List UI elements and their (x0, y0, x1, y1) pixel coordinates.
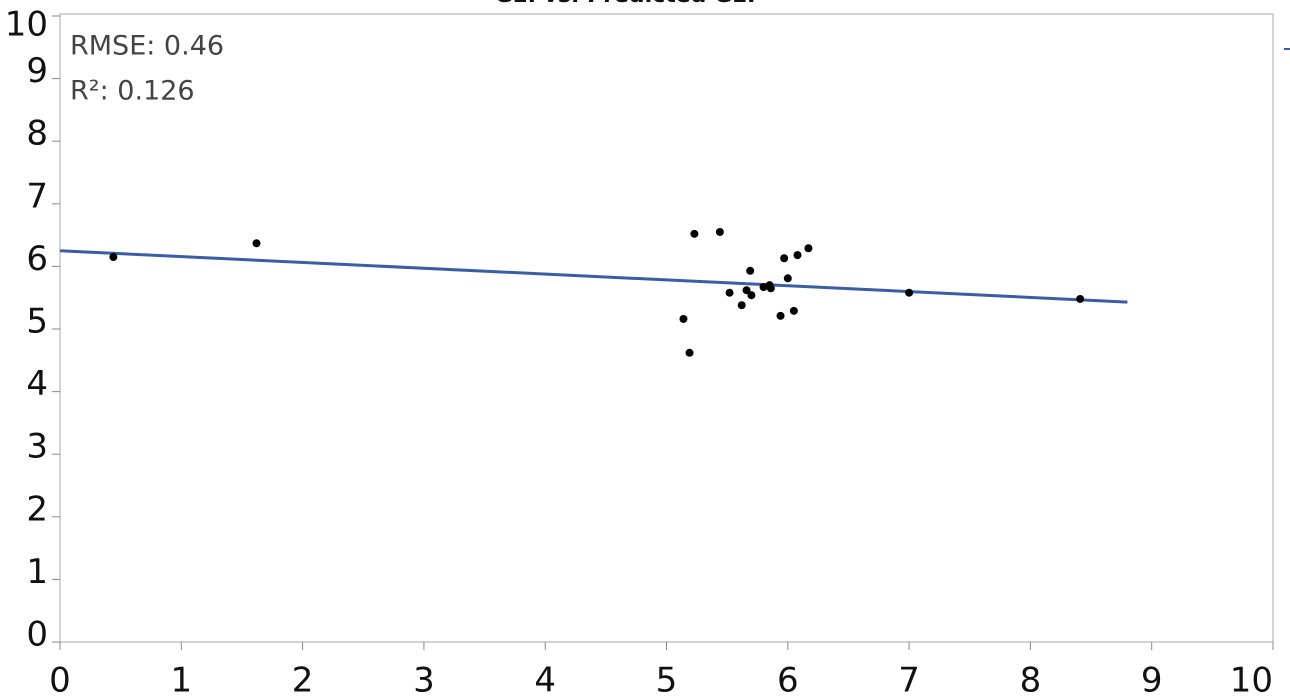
point (737, 301, 746, 310)
x-tick-label: 8 (1020, 661, 1042, 699)
point (766, 284, 775, 293)
x-tick-label: 6 (777, 661, 799, 699)
point (725, 288, 734, 297)
point (715, 227, 724, 236)
point (780, 254, 789, 263)
y-tick-label: 1 (26, 552, 48, 592)
annotation: R²: 0.126 (70, 76, 195, 107)
point (783, 274, 792, 283)
y-tick-label: 8 (26, 114, 48, 154)
point (252, 239, 261, 248)
y-tick-label: 7 (26, 176, 48, 216)
point (690, 229, 699, 238)
y-tick-label: 10 (5, 5, 48, 45)
x-tick-label: 1 (170, 661, 192, 699)
point (746, 266, 755, 275)
point (685, 348, 694, 357)
y-tick-label: 0 (26, 615, 48, 655)
y-tick-label: 5 (26, 302, 48, 342)
x-tick-label: 5 (656, 661, 678, 699)
point (793, 251, 802, 260)
point (789, 306, 798, 315)
plot-frame (59, 13, 1274, 643)
y-tick-label: 3 (26, 427, 48, 467)
y-tick-label: 9 (26, 51, 48, 91)
y-tick-label: 4 (26, 364, 48, 404)
y-tick-label: 6 (26, 239, 48, 279)
x-tick-label: 9 (1141, 661, 1163, 699)
y-tick-label: 2 (26, 489, 48, 529)
point (742, 286, 751, 295)
annotation: RMSE: 0.46 (70, 31, 224, 62)
point (905, 288, 914, 297)
x-tick-label: 0 (49, 661, 71, 699)
x-tick-label: 2 (292, 661, 314, 699)
chart-title: GEI vs. Predicted GEI (495, 0, 756, 8)
point (109, 253, 118, 262)
point (679, 314, 688, 323)
x-tick-label: 7 (898, 661, 920, 699)
point (747, 291, 756, 300)
point (776, 311, 785, 320)
x-tick-label: 3 (413, 661, 435, 699)
point (759, 283, 768, 292)
fit-line (59, 249, 1128, 304)
point (1076, 294, 1085, 303)
point (804, 244, 813, 253)
x-tick-label: 4 (534, 661, 556, 699)
x-tick-label: 10 (1230, 661, 1273, 699)
